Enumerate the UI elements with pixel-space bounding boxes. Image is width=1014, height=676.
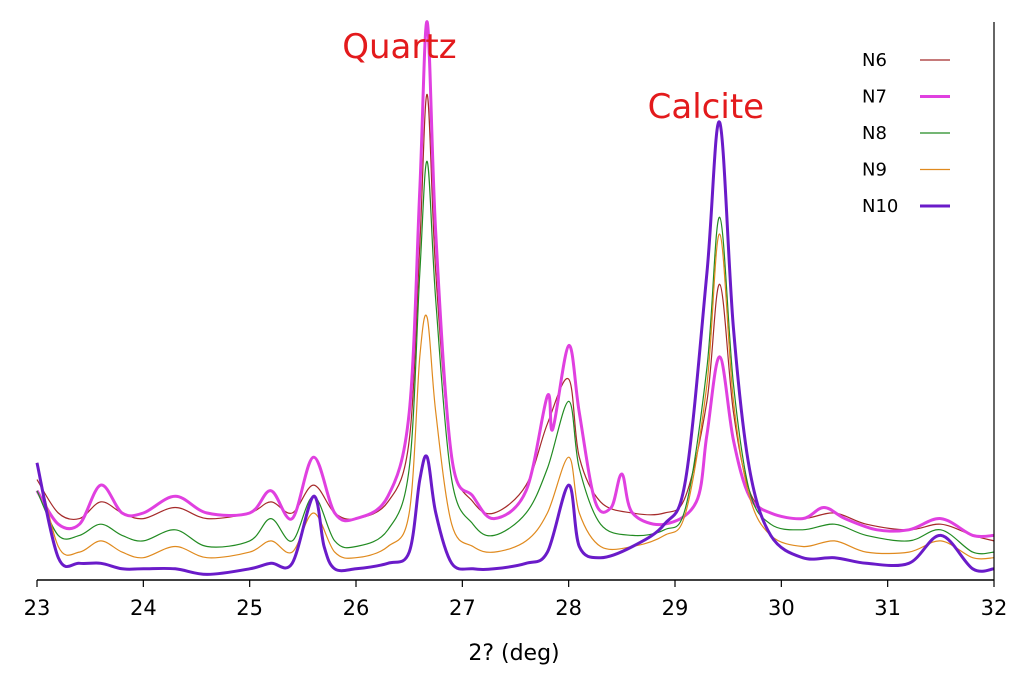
- x-ticks: 23 24 25 26 27 28 29 30 31 32: [24, 580, 1008, 620]
- x-axis-label: 2? (deg): [468, 641, 559, 666]
- legend-label-n7: N7: [862, 87, 887, 108]
- x-tick-label: 27: [449, 596, 476, 620]
- annotation-calcite: Calcite: [648, 87, 764, 127]
- annotation-quartz: Quartz: [342, 27, 456, 67]
- series-line-n8: [36, 160, 995, 555]
- x-tick-label: 23: [24, 596, 51, 620]
- x-tick-label: 26: [343, 596, 370, 620]
- series-line-n7: [35, 20, 995, 539]
- series-layer: [35, 20, 995, 576]
- x-tick-label: 25: [236, 596, 263, 620]
- legend-label-n10: N10: [862, 196, 898, 217]
- x-tick-label: 24: [130, 596, 157, 620]
- legend-label-n8: N8: [862, 123, 887, 144]
- x-tick-label: 28: [555, 596, 582, 620]
- x-tick-label: 30: [768, 596, 795, 620]
- legend-label-n6: N6: [862, 50, 887, 71]
- series-line-n10: [35, 120, 995, 576]
- x-tick-label: 29: [662, 596, 689, 620]
- peak-annotations: Quartz Calcite: [342, 27, 764, 127]
- series-line-n9: [36, 233, 995, 560]
- legend-label-n9: N9: [862, 160, 887, 181]
- x-tick-label: 32: [981, 596, 1008, 620]
- legend: N6 N7 N8 N9 N10: [862, 50, 950, 217]
- x-tick-label: 31: [874, 596, 901, 620]
